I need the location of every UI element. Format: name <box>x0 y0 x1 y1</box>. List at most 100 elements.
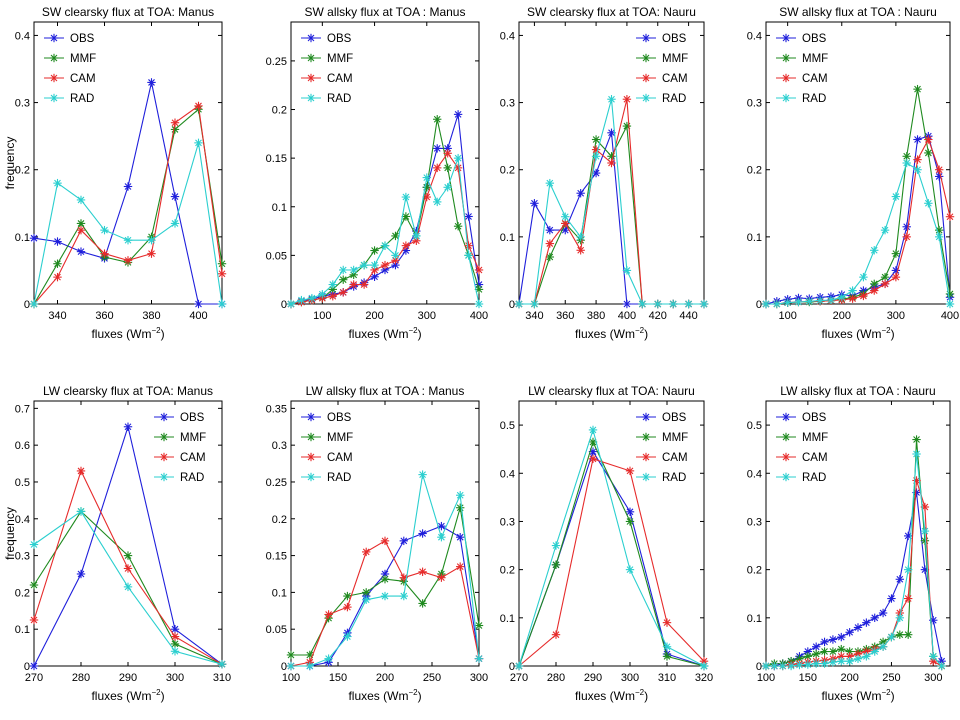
data-point <box>170 647 180 656</box>
y-tick-label: 0.3 <box>747 516 762 528</box>
data-point <box>638 299 647 309</box>
data-point <box>324 654 333 663</box>
data-point <box>591 152 601 161</box>
legend-entry-rad: RAD <box>636 93 686 105</box>
x-tick-label: 360 <box>556 310 574 322</box>
y-tick-label: 0.2 <box>272 514 287 526</box>
legend-entry-mmf: MMF <box>636 432 688 444</box>
data-point <box>924 148 933 158</box>
data-point <box>76 466 86 476</box>
x-tick-label: 440 <box>679 310 697 322</box>
data-point <box>514 661 524 671</box>
chart-title: SW allsky flux at TOA : Nauru <box>779 5 937 19</box>
data-point <box>456 562 465 571</box>
data-point <box>147 249 156 258</box>
y-tick-label: 0.35 <box>266 403 287 415</box>
legend: OBS MMF CAM RAD <box>636 412 688 484</box>
data-point <box>761 661 771 671</box>
series-rad <box>514 95 709 309</box>
data-point <box>474 654 484 663</box>
data-point <box>399 591 408 601</box>
data-point <box>845 656 854 666</box>
data-point <box>147 236 156 245</box>
data-point <box>328 292 337 301</box>
y-tick-label: 0.6 <box>15 440 30 452</box>
data-point <box>880 225 890 235</box>
data-point <box>653 299 662 309</box>
data-point <box>945 299 955 309</box>
y-tick-label: 0.5 <box>15 477 30 489</box>
svg-text:MMF: MMF <box>327 53 353 65</box>
data-point <box>837 656 846 666</box>
x-tick-label: 300 <box>621 672 639 684</box>
svg-text:CAM: CAM <box>327 452 353 464</box>
data-point <box>859 291 868 301</box>
data-point <box>625 466 635 476</box>
y-tick-label: 0 <box>281 299 287 311</box>
data-point <box>920 526 930 536</box>
plot-area <box>33 400 223 667</box>
svg-text:CAM: CAM <box>327 73 353 85</box>
data-point <box>924 199 933 208</box>
data-point <box>862 652 871 661</box>
svg-text:OBS: OBS <box>327 33 352 45</box>
data-point <box>456 491 465 500</box>
chart-panel-2: SW allsky flux at TOA : Manus 100 200 300 40… <box>266 5 489 341</box>
data-point <box>795 660 804 670</box>
data-point <box>607 95 616 104</box>
svg-text:RAD: RAD <box>327 472 351 484</box>
data-point <box>286 650 296 660</box>
data-point <box>815 296 825 305</box>
data-point <box>453 163 463 173</box>
data-point <box>286 299 296 309</box>
legend-entry-rad: RAD <box>776 472 826 484</box>
data-point <box>895 575 905 584</box>
data-point <box>891 249 901 258</box>
data-point <box>878 608 888 618</box>
data-point <box>123 256 133 265</box>
y-tick-label: 0.2 <box>747 565 762 577</box>
data-point <box>913 84 922 94</box>
data-point <box>912 449 921 459</box>
data-point <box>903 630 913 639</box>
svg-text:RAD: RAD <box>70 93 94 105</box>
series-rad <box>514 425 709 671</box>
data-point <box>380 591 390 601</box>
svg-text:MMF: MMF <box>802 432 828 444</box>
data-point <box>845 628 854 637</box>
data-point <box>545 225 555 235</box>
data-point <box>880 279 890 289</box>
y-tick-label: 0.7 <box>15 403 30 415</box>
svg-text:RAD: RAD <box>327 93 351 105</box>
data-point <box>194 138 203 148</box>
data-point <box>929 652 938 661</box>
legend-entry-obs: OBS <box>301 33 352 45</box>
data-point <box>443 183 452 192</box>
legend: OBS MMF CAM RAD <box>776 33 828 105</box>
chart-panel-6: LW allsky flux at TOA : Manus 100 150 200 25… <box>266 384 489 703</box>
data-point <box>147 78 156 87</box>
x-axis-label: fluxes (Wm−2) <box>821 326 894 341</box>
data-point <box>903 594 913 603</box>
data-point <box>339 265 348 275</box>
data-point <box>362 547 371 557</box>
y-tick-label: 0.3 <box>272 440 287 452</box>
data-point <box>826 295 836 305</box>
y-tick-label: 0.3 <box>500 516 515 528</box>
y-tick-label: 0 <box>24 661 30 673</box>
series-rad <box>29 138 227 309</box>
data-point <box>828 657 838 667</box>
x-tick-label: 380 <box>142 310 160 322</box>
series-rad <box>29 507 227 669</box>
chart-title: LW clearsky flux at TOA: Manus <box>43 384 213 398</box>
data-point <box>474 265 484 275</box>
data-point <box>217 259 227 268</box>
x-tick-label: 360 <box>95 310 113 322</box>
x-tick-label: 100 <box>313 310 331 322</box>
legend-entry-rad: RAD <box>301 93 351 105</box>
y-tick-label: 0.2 <box>15 165 30 177</box>
x-tick-label: 200 <box>365 310 383 322</box>
legend-entry-rad: RAD <box>154 472 204 484</box>
x-tick-label: 300 <box>418 310 436 322</box>
svg-text:CAM: CAM <box>662 73 688 85</box>
